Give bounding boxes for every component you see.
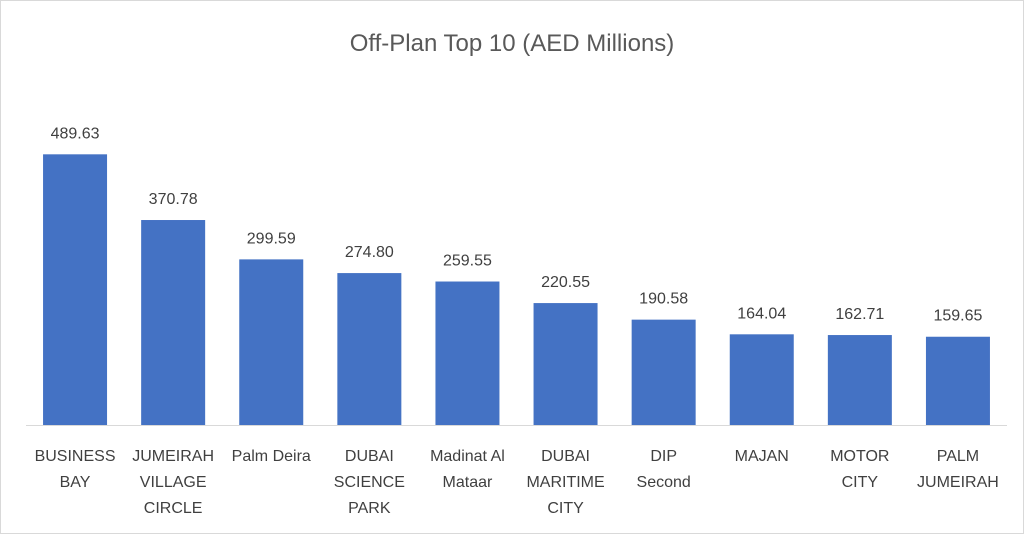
category-label-line: JUMEIRAH: [132, 448, 214, 465]
category-label-line: DIP: [650, 448, 677, 465]
category-label-line: CITY: [547, 500, 584, 517]
data-label-9: 162.71: [835, 306, 884, 323]
category-label-line: Palm Deira: [232, 448, 311, 465]
bar-9: [827, 335, 892, 425]
bar-10: [925, 336, 990, 425]
category-label-line: DUBAI: [345, 448, 394, 465]
bar-2: [141, 220, 206, 425]
category-label-line: Madinat Al: [430, 448, 505, 465]
bar-5: [435, 281, 500, 425]
category-label-line: PALM: [937, 448, 979, 465]
category-label-line: SCIENCE: [334, 474, 405, 491]
category-label-line: BUSINESS: [35, 448, 116, 465]
category-label-4: DUBAI SCIENCE PARK: [334, 448, 405, 517]
category-label-line: MOTOR: [830, 448, 889, 465]
category-label-3: Palm Deira: [232, 448, 311, 465]
data-label-7: 190.58: [639, 291, 688, 308]
data-label-5: 259.55: [443, 253, 492, 270]
category-label-6: DUBAI MARITIME CITY: [526, 448, 604, 517]
category-label-7: DIP Second: [637, 448, 691, 491]
category-label-line: JUMEIRAH: [917, 474, 999, 491]
bar-6: [533, 303, 598, 425]
category-label-line: VILLAGE: [140, 474, 207, 491]
category-label-line: Mataar: [443, 474, 493, 491]
category-label-9: MOTOR CITY: [830, 448, 889, 491]
bar-7: [631, 319, 696, 425]
category-label-line: DUBAI: [541, 448, 590, 465]
data-label-1: 489.63: [51, 125, 100, 142]
data-label-10: 159.65: [933, 308, 982, 325]
category-label-line: CIRCLE: [144, 500, 203, 517]
data-label-6: 220.55: [541, 274, 590, 291]
bar-1: [43, 154, 108, 425]
bar-4: [337, 273, 402, 425]
category-label-5: Madinat Al Mataar: [430, 448, 505, 491]
category-labels-group: BUSINESS BAY JUMEIRAH VILLAGE CIRCLE Palm Dei…: [35, 448, 999, 517]
category-label-line: PARK: [348, 500, 391, 517]
category-label-line: MAJAN: [735, 448, 789, 465]
category-label-2: JUMEIRAH VILLAGE CIRCLE: [132, 448, 214, 517]
bar-8: [729, 334, 794, 425]
category-label-line: MARITIME: [526, 474, 604, 491]
category-label-8: MAJAN: [735, 448, 789, 465]
category-label-line: BAY: [60, 474, 91, 491]
category-label-10: PALM JUMEIRAH: [917, 448, 999, 491]
category-label-line: Second: [637, 474, 691, 491]
category-label-1: BUSINESS BAY: [35, 448, 116, 491]
data-label-2: 370.78: [149, 191, 198, 208]
data-labels-group: 489.63 370.78 299.59 274.80 259.55 220.55 190.…: [51, 125, 983, 324]
chart-title: Off-Plan Top 10 (AED Millions): [350, 30, 675, 57]
data-label-3: 299.59: [247, 230, 296, 247]
data-label-4: 274.80: [345, 244, 394, 261]
category-label-line: CITY: [842, 474, 879, 491]
bars-group: [43, 154, 990, 425]
data-label-8: 164.04: [737, 305, 786, 322]
bar-3: [239, 259, 304, 425]
